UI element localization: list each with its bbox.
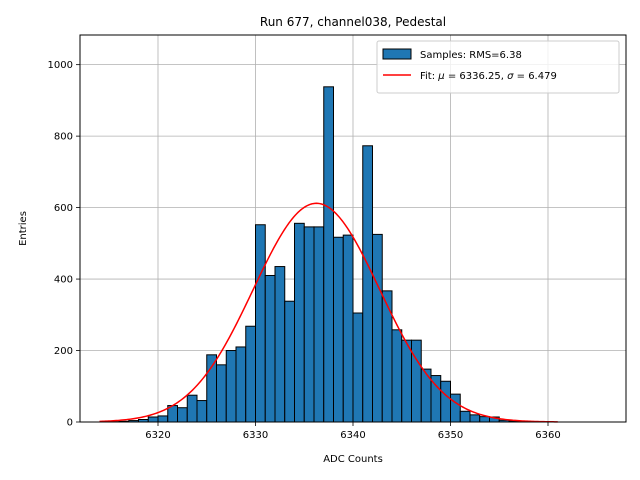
histogram-bar: [411, 339, 422, 423]
histogram-bar: [284, 300, 295, 423]
y-tick-label: 1000: [48, 60, 73, 71]
legend: Samples: RMS=6.38 Fit: μ = 6336.25, σ = …: [376, 40, 620, 94]
histogram-bar: [479, 416, 490, 423]
histogram-bar: [157, 415, 169, 423]
y-axis-label: Entries: [18, 211, 29, 246]
histogram-bar: [323, 86, 334, 423]
y-tick-label: 200: [54, 346, 73, 357]
histogram-bar: [245, 325, 256, 423]
histogram-bar: [255, 224, 266, 423]
histogram-bar: [186, 394, 198, 423]
histogram-bar: [450, 393, 461, 423]
histogram-bar: [225, 350, 237, 423]
x-tick-label: 6360: [535, 430, 560, 441]
chart-title: Run 677, channel038, Pedestal: [260, 15, 446, 29]
histogram-bar: [333, 236, 344, 423]
histogram-bar: [235, 346, 247, 423]
histogram-bar: [303, 226, 315, 423]
legend-fit-sigma-value: = 6.479: [513, 71, 556, 82]
legend-box: [376, 40, 620, 94]
histogram-bar: [294, 222, 305, 423]
legend-histogram-label: Samples: RMS=6.38: [420, 50, 522, 61]
histogram-bar: [206, 354, 217, 423]
x-tick-label: 6330: [243, 430, 268, 441]
x-tick-label: 6320: [145, 430, 170, 441]
histogram-bar: [352, 312, 364, 423]
legend-fit-label: Fit: μ = 6336.25, σ = 6.479: [420, 71, 557, 82]
histogram-bar: [469, 414, 481, 423]
histogram-bar: [264, 274, 276, 423]
x-tick-label: 6350: [438, 430, 463, 441]
histogram-bar: [177, 407, 188, 423]
histogram-bar: [362, 145, 373, 423]
legend-histogram-swatch: [382, 48, 412, 60]
legend-fit-mu-symbol: μ: [437, 71, 444, 82]
plot-area: 6320 6330 6340 6350 6360 0 200 400 600 800 1000: [48, 34, 627, 441]
y-tick-label: 400: [54, 275, 73, 286]
histogram-bar: [216, 364, 227, 423]
histogram-bar: [313, 226, 325, 423]
x-tick-label: 6340: [340, 430, 365, 441]
histogram-bar: [342, 234, 354, 423]
x-axis-label: ADC Counts: [323, 454, 383, 465]
fit-curve: [99, 202, 558, 423]
y-tick-label: 800: [54, 132, 73, 143]
legend-fit-prefix: Fit:: [420, 71, 438, 82]
histogram-bar: [274, 266, 286, 423]
histogram-bar: [459, 410, 471, 423]
histogram-bar: [147, 416, 159, 423]
histogram-bar: [401, 339, 412, 423]
histogram-bar: [391, 329, 403, 423]
legend-fit-mu-value: = 6336.25,: [445, 71, 507, 82]
histogram-bar: [440, 380, 451, 423]
histogram-bar: [372, 233, 383, 423]
legend-fit-sigma-symbol: σ: [507, 71, 514, 82]
y-tick-label: 600: [54, 203, 73, 214]
histogram-bar: [196, 400, 208, 423]
y-tick-label: 0: [67, 418, 73, 429]
